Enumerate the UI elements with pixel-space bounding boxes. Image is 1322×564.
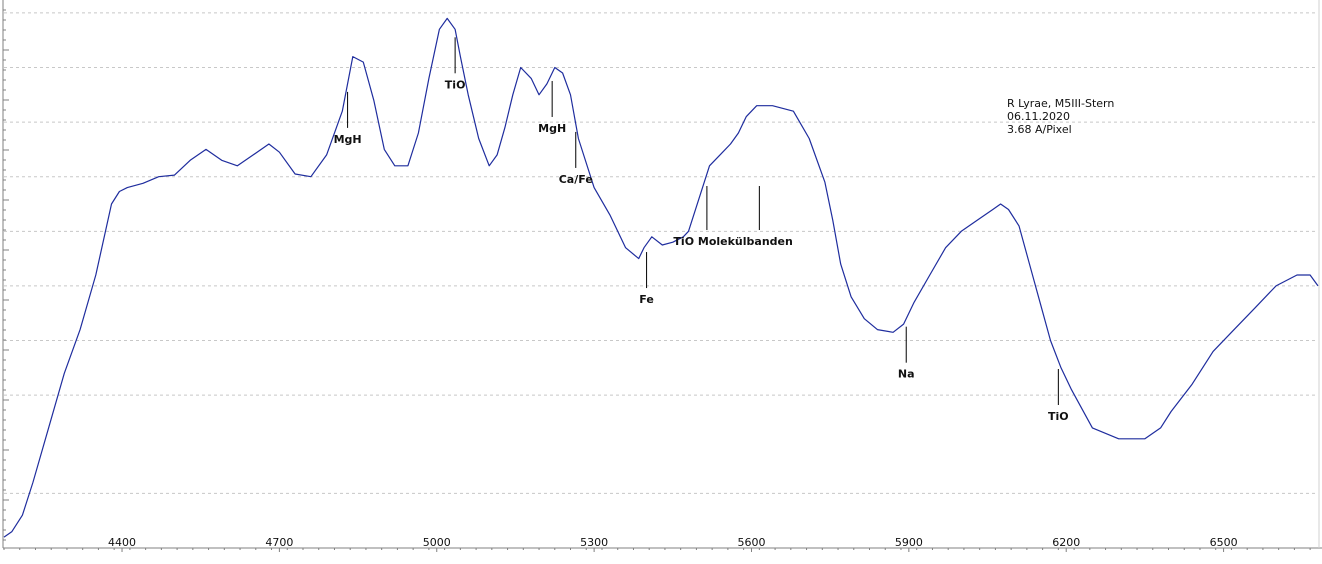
feature-marker-label: MgH — [538, 122, 566, 135]
grid-lines — [4, 12, 1318, 494]
axes: 4400 4700 5000 5300 5600 5900 6200 6500 — [2, 0, 1322, 552]
annotation-line-1: R Lyrae, M5III-Stern — [1007, 97, 1114, 110]
x-tick-label: 5900 — [895, 536, 923, 549]
feature-markers: MgH TiO MgH Ca/Fe Fe Na TiO TiO Molekülbanden — [334, 37, 1069, 423]
feature-marker-label: MgH — [334, 133, 362, 146]
annotation-line-3: 3.68 A/Pixel — [1007, 123, 1072, 136]
x-tick-label: 5300 — [580, 536, 608, 549]
annotation-block: R Lyrae, M5III-Stern 06.11.2020 3.68 A/P… — [1007, 97, 1114, 136]
feature-marker-label: Fe — [639, 293, 654, 306]
x-tick-label: 4700 — [265, 536, 293, 549]
x-tick-label: 6200 — [1052, 536, 1080, 549]
feature-marker-label: Na — [898, 368, 915, 381]
x-tick-label: 4400 — [108, 536, 136, 549]
series-layer — [3, 17, 1319, 538]
feature-marker-label: TiO — [1048, 410, 1069, 423]
feature-marker-label: Ca/Fe — [559, 173, 593, 186]
x-tick-label: 5600 — [737, 536, 765, 549]
spectrum-line — [3, 17, 1319, 538]
band-marker-label: TiO Molekülbanden — [673, 235, 792, 248]
annotation-line-2: 06.11.2020 — [1007, 110, 1070, 123]
feature-marker-label: TiO — [445, 78, 466, 91]
x-tick-label: 5000 — [423, 536, 451, 549]
x-tick-label: 6500 — [1210, 536, 1238, 549]
